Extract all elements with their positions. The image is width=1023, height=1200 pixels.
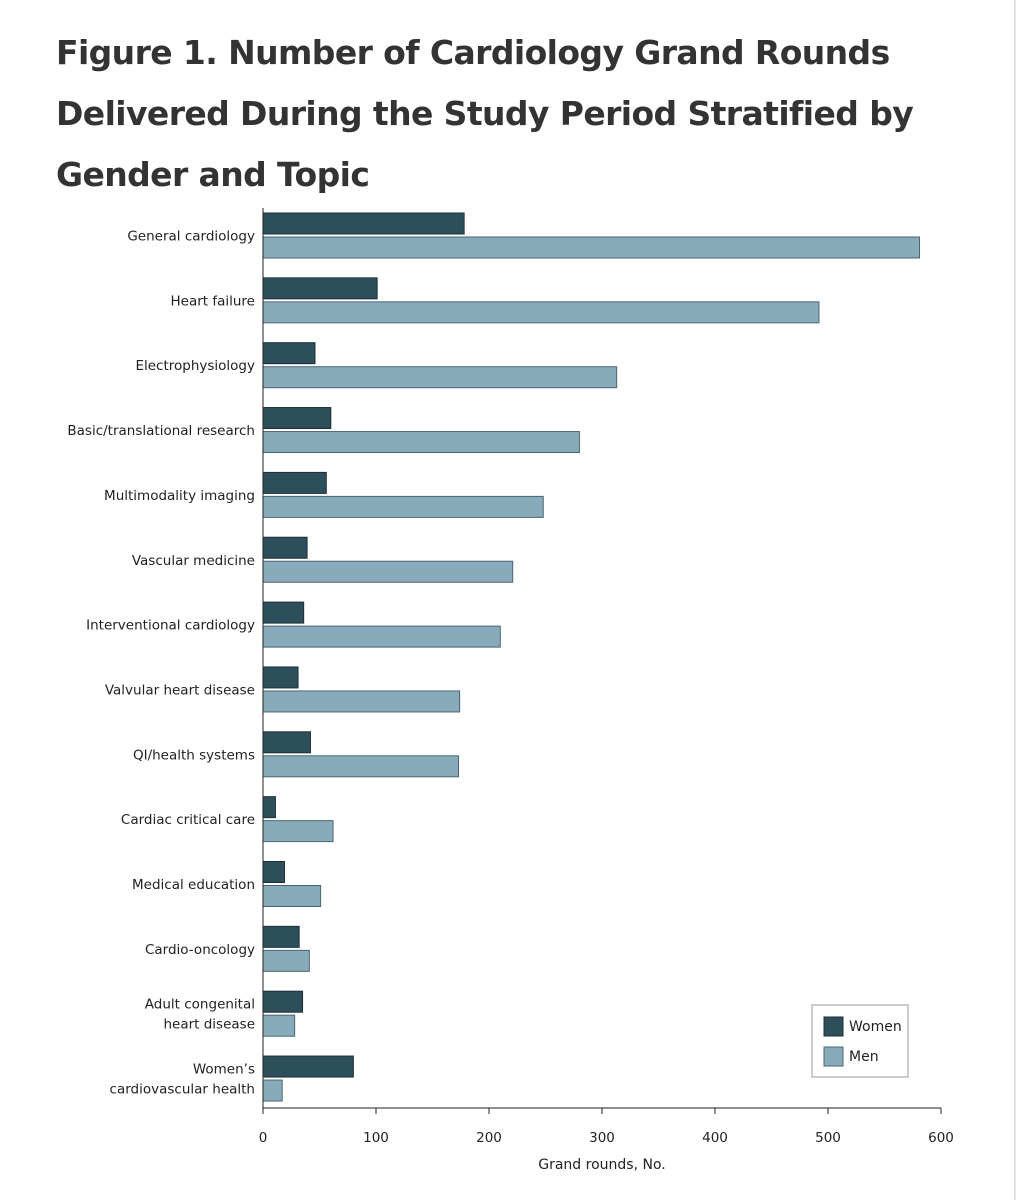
bar-men-interventional-cardiology [262,625,501,648]
category-label-cardio-oncology: Cardio-oncology [145,942,255,958]
bar-men-cardio-oncology [262,949,310,972]
bar-men-qi-health-systems [262,755,459,778]
category-label-general-cardiology: General cardiology [127,229,255,245]
bar-women-general-cardiology [262,212,465,235]
bar-women-adult-congenital-heart-disease [262,990,304,1013]
x-tick-label-300: 300 [589,1130,615,1146]
bar-men-general-cardiology [262,236,921,259]
bar-women-interventional-cardiology [262,601,305,624]
x-tick-label-100: 100 [363,1130,389,1146]
page-edge-rule [1014,0,1016,1200]
category-label-heart-failure: Heart failure [170,293,255,309]
bars-layer [262,212,921,1102]
category-label-interventional-cardiology: Interventional cardiology [86,618,255,634]
category-label-electrophysiology: Electrophysiology [135,358,255,374]
bar-women-cardiac-critical-care [262,796,276,819]
category-label-women-s-cardiovascular-health: Women’s cardiovascular health [110,1062,255,1098]
bar-men-adult-congenital-heart-disease [262,1014,296,1037]
bar-men-medical-education [262,885,322,907]
bar-women-qi-health-systems [262,731,311,754]
bar-women-women-s-cardiovascular-health [262,1055,354,1078]
bar-women-multimodality-imaging [262,471,327,494]
bar-women-vascular-medicine [262,536,308,559]
bar-women-heart-failure [262,277,378,300]
category-label-adult-congenital-heart-disease: Adult congenital heart disease [145,997,255,1033]
category-label-medical-education: Medical education [132,877,255,893]
bar-men-electrophysiology [262,366,618,389]
x-ticks: 0 100 200 300 400 500 600 [259,1108,954,1146]
category-label-qi-health-systems: QI/health systems [133,747,255,763]
bar-men-heart-failure [262,301,820,324]
bar-men-basic-translational-research [262,431,580,454]
category-label-cardiac-critical-care: Cardiac critical care [121,812,255,828]
legend-swatch-men [823,1046,844,1067]
bar-women-cardio-oncology [262,925,300,948]
category-label-valvular-heart-disease: Valvular heart disease [105,682,255,698]
figure-title: Figure 1. Number of Cardiology Grand Rou… [56,33,914,194]
bar-men-valvular-heart-disease [262,690,461,713]
category-label-basic-translational-research: Basic/translational research [67,423,255,439]
axes-layer [262,208,941,1109]
x-tick-label-500: 500 [815,1130,841,1146]
bar-women-medical-education [262,861,285,883]
bar-men-multimodality-imaging [262,495,544,518]
category-labels: General cardiology Heart failure Electroph… [67,229,255,1098]
x-tick-label-400: 400 [702,1130,728,1146]
bar-men-vascular-medicine [262,560,514,583]
legend-label-women: Women [849,1019,902,1035]
legend-label-men: Men [849,1049,879,1065]
category-label-vascular-medicine: Vascular medicine [132,553,255,569]
legend-swatch-women [823,1016,844,1037]
bar-women-electrophysiology [262,342,316,365]
x-tick-label-600: 600 [928,1130,954,1146]
bar-men-women-s-cardiovascular-health [262,1079,283,1102]
bar-women-valvular-heart-disease [262,666,299,689]
x-axis-label: Grand rounds, No. [538,1157,665,1173]
legend: Women Men [811,1004,909,1078]
bar-women-basic-translational-research [262,407,332,430]
x-tick-label-200: 200 [476,1130,502,1146]
x-tick-label-0: 0 [259,1130,268,1146]
bar-men-cardiac-critical-care [262,820,334,843]
category-label-multimodality-imaging: Multimodality imaging [104,488,255,504]
